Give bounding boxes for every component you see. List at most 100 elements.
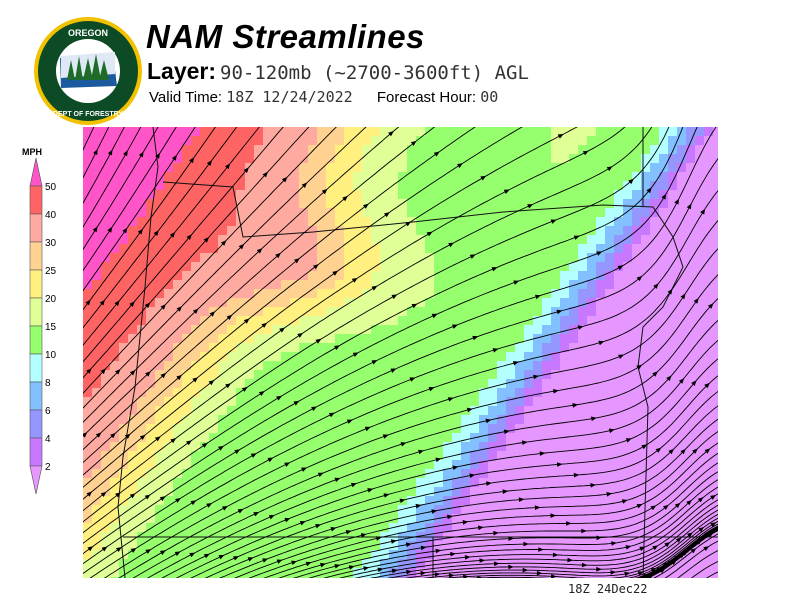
field-cell: [128, 469, 138, 479]
field-cell: [182, 370, 192, 380]
field-cell: [155, 478, 165, 488]
streamline-arrow: [122, 227, 128, 234]
field-cell: [263, 451, 273, 461]
field-cell: [668, 343, 678, 353]
field-cell: [380, 244, 390, 254]
streamline-arrow: [566, 521, 572, 526]
field-cell: [164, 181, 174, 191]
streamline-arrow: [334, 345, 340, 351]
field-cell: [443, 523, 453, 533]
field-cell: [434, 469, 444, 479]
field-cell: [470, 298, 480, 308]
field-cell: [578, 523, 588, 533]
field-cell: [506, 424, 516, 434]
field-cell: [164, 388, 174, 398]
field-cell: [407, 316, 417, 326]
field-cell: [605, 136, 615, 146]
field-cell: [704, 361, 714, 371]
field-cell: [83, 568, 93, 578]
field-cell: [155, 388, 165, 398]
field-cell: [236, 190, 246, 200]
field-cell: [524, 244, 534, 254]
field-cell: [353, 217, 363, 227]
field-cell: [551, 424, 561, 434]
field-cell: [650, 478, 660, 488]
field-cell: [281, 496, 291, 506]
field-cell: [596, 559, 606, 569]
field-cell: [119, 379, 129, 389]
field-cell: [677, 316, 687, 326]
field-cell: [533, 487, 543, 497]
field-cell: [335, 577, 345, 578]
field-cell: [515, 190, 525, 200]
field-cell: [443, 163, 453, 173]
field-cell: [335, 325, 345, 335]
field-cell: [200, 397, 210, 407]
field-cell: [623, 577, 633, 578]
field-cell: [245, 262, 255, 272]
field-cell: [191, 361, 201, 371]
field-cell: [164, 217, 174, 227]
field-cell: [317, 154, 327, 164]
field-cell: [578, 181, 588, 191]
field-cell: [272, 163, 282, 173]
field-cell: [209, 235, 219, 245]
field-cell: [344, 325, 354, 335]
field-cell: [191, 136, 201, 146]
field-cell: [155, 280, 165, 290]
field-cell: [461, 325, 471, 335]
field-cell: [614, 172, 624, 182]
field-cell: [605, 334, 615, 344]
field-cell: [92, 451, 102, 461]
field-cell: [128, 217, 138, 227]
field-cell: [524, 325, 534, 335]
field-cell: [83, 370, 93, 380]
field-cell: [551, 325, 561, 335]
streamline: [83, 127, 142, 228]
field-cell: [146, 568, 156, 578]
field-cell: [713, 550, 718, 560]
field-cell: [713, 406, 718, 416]
field-cell: [488, 460, 498, 470]
field-cell: [92, 271, 102, 281]
field-cell: [155, 379, 165, 389]
field-cell: [146, 415, 156, 425]
field-cell: [245, 559, 255, 569]
field-cell: [515, 226, 525, 236]
field-cell: [353, 280, 363, 290]
field-cell: [83, 280, 93, 290]
field-cell: [650, 352, 660, 362]
field-cell: [227, 523, 237, 533]
field-cell: [236, 415, 246, 425]
field-cell: [587, 235, 597, 245]
field-cell: [515, 559, 525, 569]
field-cell: [542, 397, 552, 407]
field-cell: [632, 424, 642, 434]
field-cell: [623, 379, 633, 389]
field-cell: [659, 163, 669, 173]
field-cell: [317, 343, 327, 353]
field-cell: [101, 415, 111, 425]
field-cell: [569, 217, 579, 227]
field-cell: [218, 433, 228, 443]
field-cell: [488, 226, 498, 236]
field-cell: [299, 172, 309, 182]
field-cell: [263, 181, 273, 191]
field-cell: [578, 451, 588, 461]
field-cell: [380, 199, 390, 209]
field-cell: [272, 388, 282, 398]
field-cell: [344, 451, 354, 461]
field-cell: [695, 505, 705, 515]
field-cell: [470, 226, 480, 236]
field-cell: [362, 289, 372, 299]
field-cell: [551, 523, 561, 533]
field-cell: [173, 505, 183, 515]
field-cell: [659, 505, 669, 515]
field-cell: [299, 514, 309, 524]
field-cell: [110, 568, 120, 578]
field-cell: [596, 217, 606, 227]
field-cell: [587, 136, 597, 146]
field-cell: [137, 271, 147, 281]
field-cell: [425, 343, 435, 353]
field-cell: [263, 127, 273, 137]
